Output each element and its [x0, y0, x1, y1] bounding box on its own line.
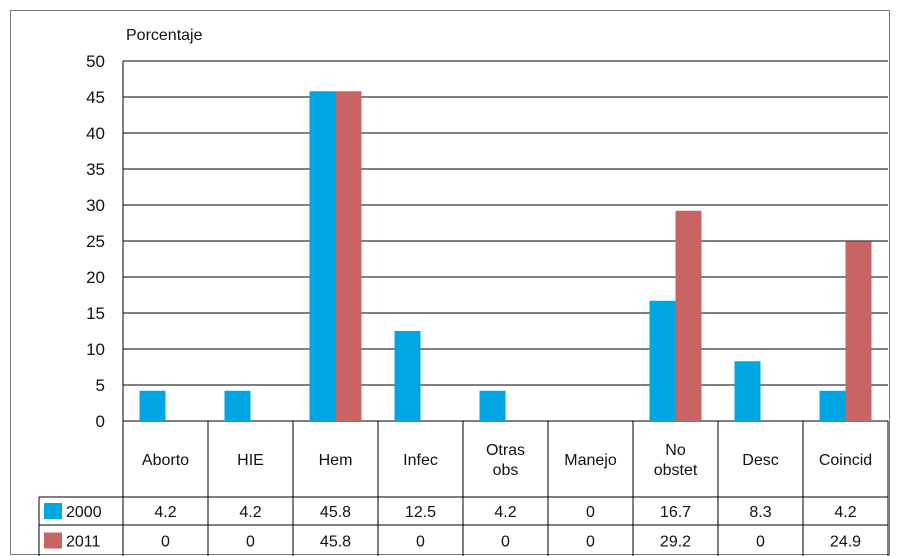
- category-label: Aborto: [142, 452, 189, 469]
- table-cell: 0: [586, 504, 595, 521]
- bar-2011-hem: [335, 91, 362, 422]
- table-cell: 0: [756, 534, 765, 551]
- legend-label-2000: 2000: [66, 504, 102, 521]
- table-cell: 4.2: [154, 504, 176, 521]
- bar-2000-hem: [309, 91, 336, 422]
- data-table: Aborto HIE Hem Infec Otras obs Manejo No obstet D…: [38, 421, 889, 556]
- category-label: Infec: [403, 452, 438, 469]
- table-cell: 0: [246, 534, 255, 551]
- table-cell: 8.3: [749, 504, 771, 521]
- table-cell: 4.2: [239, 504, 261, 521]
- table-cell: 0: [501, 534, 510, 551]
- table-cell: 4.2: [494, 504, 516, 521]
- table-cell: 0: [586, 534, 595, 551]
- y-tick-label: 30: [86, 196, 105, 215]
- category-label: Desc: [742, 452, 778, 469]
- table-cell: 45.8: [320, 534, 351, 551]
- table-cell: 0: [416, 534, 425, 551]
- category-label: Otras: [486, 442, 525, 459]
- bar-2000-otras-obs: [479, 390, 506, 421]
- bar-chart: 0 5 10 15 20 25 30 35 40 45 50 Aborto HIE Hem Infec Ot…: [38, 27, 889, 556]
- y-axis-title: Porcentaje: [126, 27, 203, 44]
- category-label: HIE: [237, 452, 264, 469]
- y-tick-label: 15: [86, 304, 105, 323]
- chart-frame: 0 5 10 15 20 25 30 35 40 45 50 Aborto HIE Hem Infec Ot…: [10, 10, 890, 556]
- table-cell: 45.8: [320, 504, 351, 521]
- legend-swatch-2011: [44, 532, 62, 549]
- bar-2000-infec: [394, 331, 421, 421]
- legend-swatch-2000: [44, 503, 62, 519]
- y-tick-label: 0: [96, 412, 105, 431]
- bar-2000-hie: [224, 390, 251, 421]
- table-cell: 0: [161, 534, 170, 551]
- y-tick-label: 40: [86, 124, 105, 143]
- table-cell: 24.9: [830, 534, 861, 551]
- bar-2000-no-obstet: [649, 300, 676, 421]
- bar-2011-coincid: [845, 241, 872, 421]
- bar-2000-aborto: [139, 390, 166, 421]
- bar-2000-desc: [734, 361, 761, 421]
- y-tick-label: 25: [86, 232, 105, 251]
- category-label: Hem: [319, 452, 353, 469]
- y-tick-label: 45: [86, 88, 105, 107]
- y-tick-label: 50: [86, 52, 105, 71]
- table-cell: 16.7: [660, 504, 691, 521]
- category-label: obs: [493, 462, 519, 479]
- table-cell: 29.2: [660, 534, 691, 551]
- category-label: Coincid: [819, 452, 872, 469]
- y-tick-label: 35: [86, 160, 105, 179]
- y-axis: 0 5 10 15 20 25 30 35 40 45 50: [86, 52, 124, 431]
- bar-2011-no-obstet: [675, 210, 702, 421]
- category-label: obstet: [654, 462, 698, 479]
- y-tick-label: 10: [86, 340, 105, 359]
- y-tick-label: 20: [86, 268, 105, 287]
- gridlines: [123, 60, 888, 422]
- bars: [139, 91, 872, 422]
- category-label: Manejo: [564, 452, 617, 469]
- legend-label-2011: 2011: [66, 534, 101, 551]
- bar-2000-coincid: [819, 390, 846, 421]
- table-cell: 4.2: [834, 504, 856, 521]
- category-label: No: [665, 442, 686, 459]
- y-tick-label: 5: [96, 376, 105, 395]
- table-cell: 12.5: [405, 504, 436, 521]
